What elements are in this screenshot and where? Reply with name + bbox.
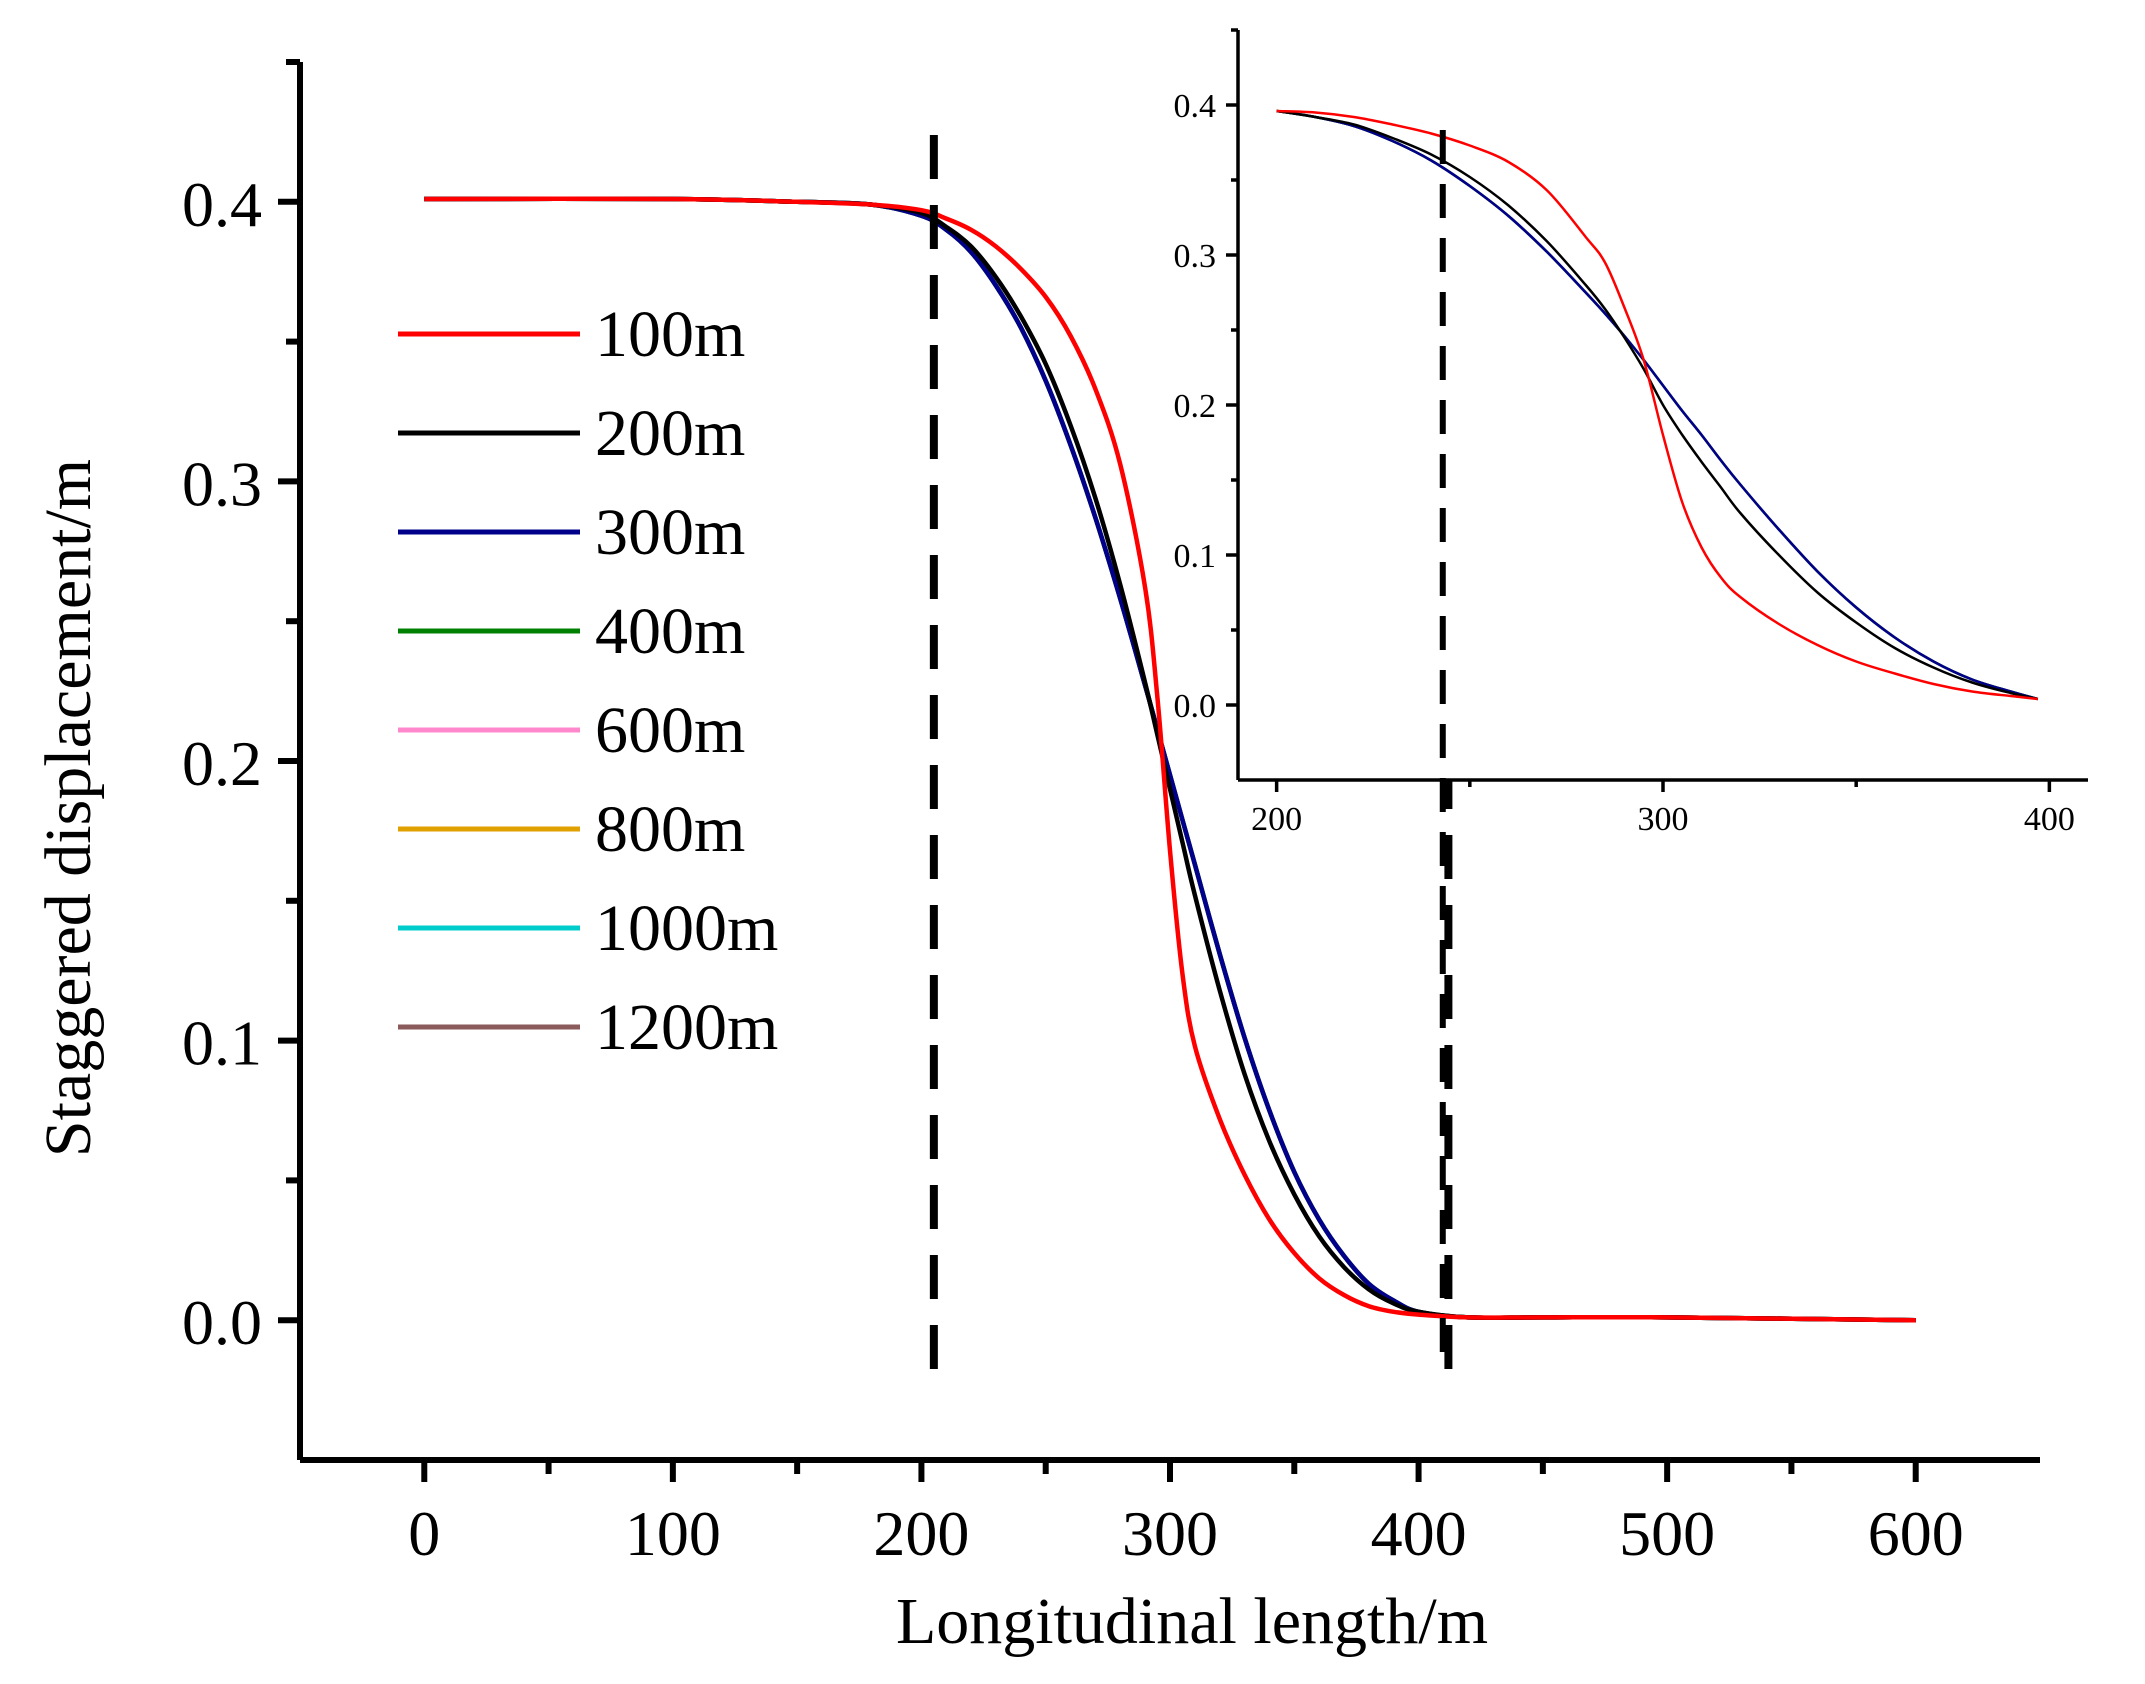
main-x-axis-title: Longitudinal length/m <box>896 1585 1488 1658</box>
main-y-tick-label: 0.2 <box>182 728 262 799</box>
main-y-axis-title: Staggered displacement/m <box>32 459 105 1157</box>
main-x-tick-label: 0 <box>408 1498 440 1569</box>
legend-label-400m: 400m <box>595 595 745 668</box>
inset-plot: 200 300 400 0.0 0.1 0.2 0.3 0.4 <box>1174 28 2088 1368</box>
legend-label-300m: 300m <box>595 496 745 569</box>
inset-x-tick-label: 200 <box>1251 801 1302 838</box>
legend-label-800m: 800m <box>595 793 745 866</box>
legend-label-1000m: 1000m <box>595 892 778 965</box>
inset-x-tick-label: 300 <box>1638 801 1689 838</box>
main-x-tick-label: 300 <box>1122 1498 1218 1569</box>
inset-series-line-300m <box>1276 109 2039 701</box>
main-x-tick-label: 600 <box>1868 1498 1964 1569</box>
main-y-tick-label: 0.4 <box>182 169 262 240</box>
inset-series-line-200m <box>1276 109 2039 701</box>
main-x-tick-label: 400 <box>1371 1498 1467 1569</box>
inset-y-tick-label: 0.3 <box>1174 238 1217 275</box>
main-plot: 0 100 200 300 400 500 600 0.0 0.1 0.2 0.3 0.4 Longit… <box>32 59 2040 1658</box>
main-y-tick-label: 0.1 <box>182 1008 262 1079</box>
legend-label-1200m: 1200m <box>595 991 778 1064</box>
inset-series-line-100m <box>1276 109 2038 701</box>
legend-label-100m: 100m <box>595 298 745 371</box>
inset-y-tick-label: 0.0 <box>1174 688 1217 725</box>
main-x-tick-label: 500 <box>1619 1498 1715 1569</box>
main-x-tick-label: 100 <box>625 1498 721 1569</box>
legend-label-200m: 200m <box>595 397 745 470</box>
legend-label-600m: 600m <box>595 694 745 767</box>
inset-y-tick-label: 0.2 <box>1174 388 1217 425</box>
main-y-tick-label: 0.0 <box>182 1287 262 1358</box>
inset-x-tick-label: 400 <box>2024 801 2075 838</box>
inset-y-tick-label: 0.1 <box>1174 538 1217 575</box>
main-x-tick-label: 200 <box>873 1498 969 1569</box>
main-y-tick-label: 0.3 <box>182 448 262 519</box>
inset-y-tick-label: 0.4 <box>1174 88 1217 125</box>
